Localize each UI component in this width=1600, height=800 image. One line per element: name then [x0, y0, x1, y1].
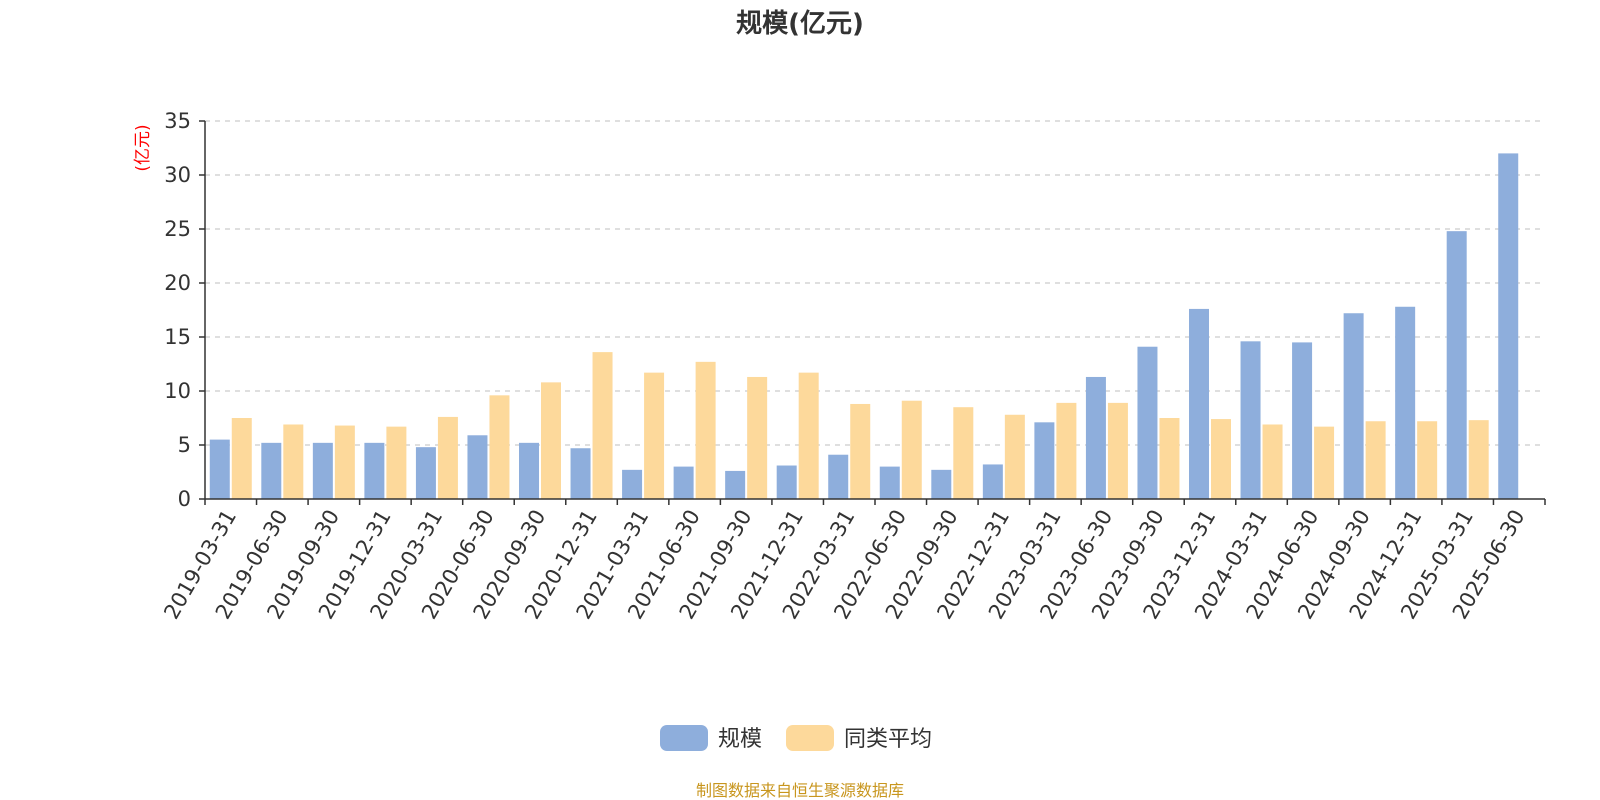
y-tick-label: 30 [164, 163, 191, 187]
x-tick-labels: 2019-03-312019-06-302019-09-302019-12-31… [159, 506, 1529, 624]
gridlines [205, 120, 1545, 446]
y-tick-label: 35 [164, 109, 191, 133]
bars [209, 153, 1519, 499]
bar-secondary [695, 361, 716, 499]
bar-primary [673, 466, 694, 499]
bar-secondary [592, 352, 613, 499]
bar-primary [1498, 153, 1519, 499]
bar-secondary [1159, 418, 1180, 499]
bar-secondary [231, 418, 252, 499]
legend-swatch [786, 725, 834, 751]
y-tick-label: 5 [178, 433, 191, 457]
bar-primary [415, 447, 436, 499]
bar-primary [879, 466, 900, 499]
bar-primary [261, 442, 282, 499]
bar-secondary [1468, 420, 1489, 499]
bar-primary [1240, 341, 1261, 499]
y-axis-unit-label: (亿元) [133, 124, 153, 171]
bar-secondary [953, 407, 974, 499]
bar-secondary [798, 372, 819, 499]
axes [199, 120, 1546, 505]
bar-primary [312, 442, 333, 499]
bar-secondary [541, 382, 561, 499]
bar-secondary [850, 403, 871, 499]
bar-secondary [1004, 414, 1025, 499]
y-tick-label: 25 [164, 217, 191, 241]
bar-secondary [386, 426, 407, 499]
bar-primary [570, 448, 591, 499]
bar-primary [828, 454, 849, 499]
bar-primary [519, 442, 539, 499]
bar-secondary [437, 416, 458, 499]
bar-primary [1343, 313, 1364, 499]
bar-primary [982, 464, 1003, 499]
y-tick-label: 0 [178, 487, 191, 511]
bar-primary [725, 470, 746, 499]
y-tick-label: 15 [164, 325, 191, 349]
bar-primary [467, 435, 488, 499]
legend: 规模 同类平均 [660, 725, 932, 752]
bar-primary [209, 439, 230, 499]
bar-secondary [1056, 402, 1077, 499]
bar-primary [1292, 342, 1313, 499]
bar-primary [931, 469, 952, 499]
bar-primary [1085, 376, 1106, 499]
bar-secondary [1314, 426, 1335, 499]
bar-secondary [1262, 424, 1283, 499]
y-tick-label: 10 [164, 379, 191, 403]
bar-primary [1034, 422, 1055, 499]
legend-label: 同类平均 [844, 727, 932, 752]
bar-secondary [283, 424, 304, 499]
bar-secondary [489, 395, 510, 499]
y-tick-labels: 0 5 10 15 20 25 30 35 [164, 109, 191, 511]
bar-primary [622, 469, 643, 499]
bar-secondary [1211, 419, 1231, 499]
legend-label: 规模 [718, 727, 762, 752]
bar-secondary [1417, 421, 1438, 499]
legend-swatch [660, 725, 708, 751]
bar-primary [1137, 346, 1158, 499]
bar-primary [364, 442, 385, 499]
y-tick-label: 20 [164, 271, 191, 295]
bar-secondary [1365, 421, 1386, 499]
bar-secondary [334, 425, 355, 499]
bar-secondary [747, 376, 768, 499]
source-note: 制图数据来自恒生聚源数据库 [696, 781, 904, 800]
bar-secondary [1107, 402, 1128, 499]
bar-primary [776, 465, 797, 499]
bar-primary [1395, 306, 1416, 499]
bar-primary [1446, 231, 1467, 499]
bar-secondary [644, 372, 665, 499]
bar-primary [1189, 308, 1209, 499]
chart-title: 规模(亿元) [736, 9, 864, 39]
bar-secondary [901, 400, 922, 499]
